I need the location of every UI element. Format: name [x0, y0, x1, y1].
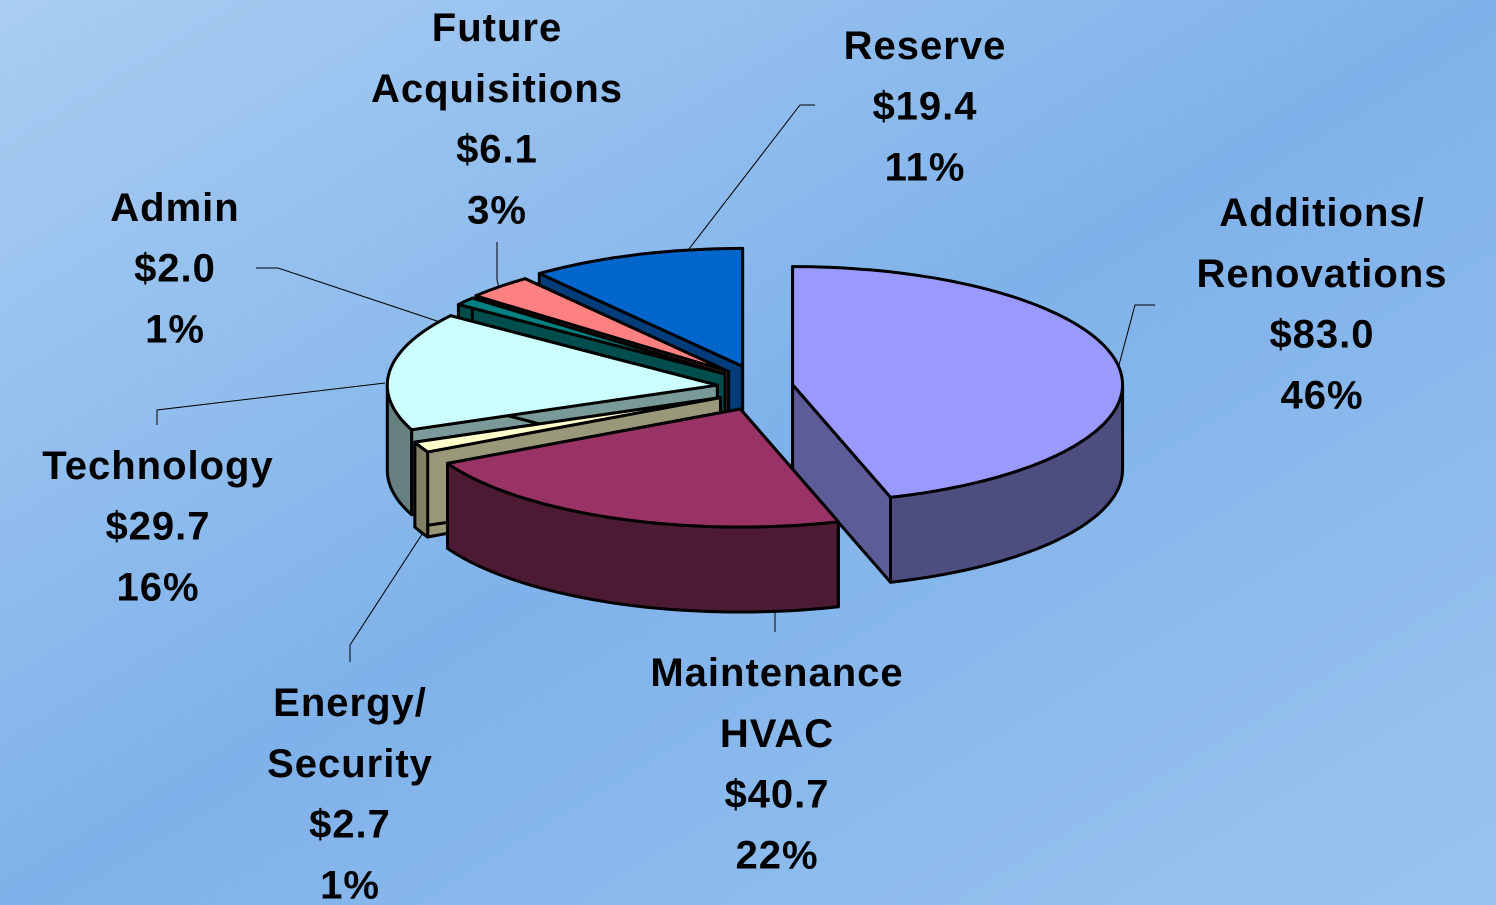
value-label: $40.7 [724, 773, 829, 817]
data-label: Future Acquisitions $6.1 3% [371, 6, 623, 233]
slice [456, 296, 727, 376]
leader-line [349, 521, 431, 662]
slice [537, 246, 745, 368]
category-label: Future Acquisitions [371, 6, 623, 111]
category-label: Admin [110, 186, 239, 230]
slice [791, 265, 1124, 499]
value-label: $6.1 [456, 128, 538, 172]
leader-line [156, 382, 386, 425]
slice [474, 277, 731, 374]
data-label: Energy/Security $2.7 1% [267, 681, 433, 905]
category-label: Additions/Renovations [1196, 191, 1447, 296]
percent-label: 3% [467, 189, 527, 233]
data-label: Additions/Renovations $83.0 46% [1196, 191, 1447, 418]
slice [413, 396, 722, 454]
percent-label: 1% [145, 308, 205, 352]
data-label: Maintenance HVAC $40.7 22% [650, 651, 903, 878]
category-label: Technology [42, 444, 273, 488]
percent-label: 1% [320, 864, 380, 905]
category-label: Energy/Security [267, 681, 433, 786]
value-label: $2.7 [309, 803, 391, 847]
value-label: $19.4 [872, 85, 977, 129]
data-label: Reserve $19.4 11% [844, 24, 1007, 190]
value-label: $2.0 [134, 247, 216, 291]
data-label: Admin $2.0 1% [110, 186, 239, 352]
percent-label: 11% [885, 146, 966, 190]
percent-label: 16% [116, 566, 199, 610]
percent-label: 22% [735, 834, 818, 878]
category-label: Reserve [844, 24, 1007, 68]
leader-line [651, 104, 815, 298]
leader-line [256, 267, 471, 333]
labels: Additions/Renovations $83.0 46% Maintenance… [42, 6, 1447, 905]
value-label: $83.0 [1269, 313, 1374, 357]
category-label: Maintenance HVAC [650, 651, 903, 756]
data-label: Technology $29.7 16% [42, 444, 273, 610]
slice [385, 314, 719, 432]
percent-label: 46% [1280, 374, 1363, 418]
leader-line [1114, 304, 1155, 381]
value-label: $29.7 [105, 505, 210, 549]
pie [385, 246, 1125, 614]
slice-side [413, 440, 430, 539]
slice [446, 407, 840, 529]
